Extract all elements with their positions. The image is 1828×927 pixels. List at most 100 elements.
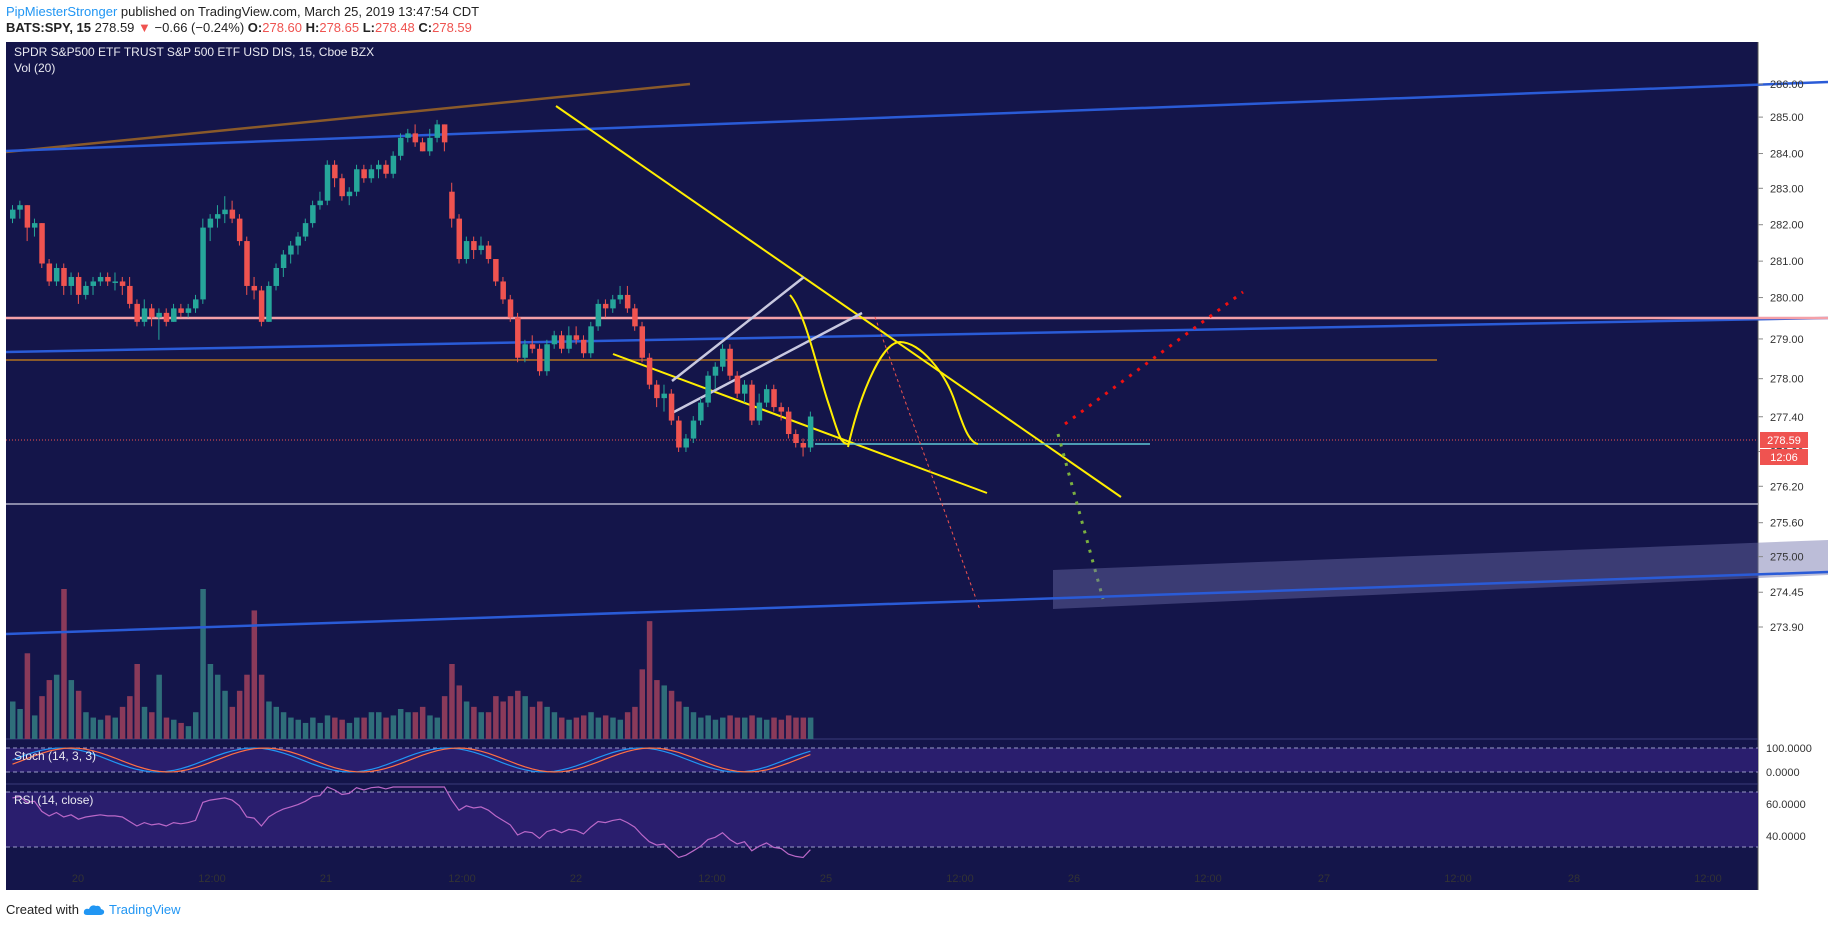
candle <box>522 339 528 363</box>
candle <box>559 330 565 354</box>
candle <box>17 200 23 219</box>
volume-bar <box>149 712 155 739</box>
volume-bar <box>559 717 565 739</box>
time-tick-label: 12:00 <box>698 873 726 885</box>
candle <box>588 321 594 358</box>
candle <box>10 205 16 224</box>
volume-bar <box>427 715 433 739</box>
candle <box>712 362 719 390</box>
indicator-tick-label: 60.0000 <box>1766 799 1806 811</box>
price-chart[interactable]: SPDR S&P500 ETF TRUST S&P 500 ETF USD DI… <box>0 42 1828 892</box>
candle <box>112 272 118 291</box>
volume-bar <box>763 719 770 739</box>
author-link[interactable]: PipMiesterStronger <box>6 4 118 19</box>
volume-bar <box>778 719 785 739</box>
volume-bar <box>507 696 514 739</box>
candle <box>310 200 316 228</box>
candle <box>193 294 199 313</box>
price-tick-label: 286.00 <box>1770 79 1804 91</box>
volume-bar <box>302 722 309 739</box>
last-price-badge <box>1760 432 1808 448</box>
candle <box>39 223 45 268</box>
candle <box>273 263 280 291</box>
volume-bar <box>332 717 338 739</box>
volume-bar <box>683 706 689 739</box>
candle <box>500 276 506 304</box>
candle <box>97 272 104 286</box>
volume-bar <box>756 717 763 739</box>
left-curve <box>789 294 849 445</box>
volume-bar <box>244 674 250 739</box>
candle <box>163 308 170 327</box>
volume-bar <box>383 717 389 739</box>
time-tick-label: 12:00 <box>1194 873 1222 885</box>
candle <box>236 214 243 246</box>
candle <box>690 416 697 444</box>
time-tick-label: 20 <box>72 873 84 885</box>
candle <box>397 133 404 161</box>
tradingview-link[interactable]: TradingView <box>108 902 181 917</box>
volume-bar <box>690 712 697 739</box>
volume-bar <box>200 589 206 739</box>
volume-bar <box>624 712 631 739</box>
price-tick-labels: 286.00 285.00 284.00 283.00 282.00 281.00 280.… <box>1758 79 1804 634</box>
price-tick-label: 279.00 <box>1770 334 1804 346</box>
volume-bar <box>339 719 345 739</box>
volume-bar <box>500 701 506 739</box>
candle <box>654 380 660 408</box>
candle <box>354 164 360 197</box>
candle <box>317 191 323 210</box>
candle <box>463 236 470 264</box>
price-tick-label: 280.00 <box>1770 293 1804 305</box>
candle <box>471 236 477 260</box>
candle <box>537 344 543 376</box>
candle <box>376 160 382 179</box>
price-change: −0.66 (−0.24%) <box>154 20 245 35</box>
volume-bar <box>119 706 126 739</box>
candle <box>515 312 521 363</box>
rsi-band <box>6 792 1758 847</box>
close-label: C: <box>418 20 433 35</box>
volume-bars <box>10 589 814 739</box>
candle <box>390 151 397 179</box>
candle <box>346 187 353 206</box>
candle <box>493 259 499 286</box>
price-scale[interactable] <box>1758 42 1828 890</box>
volume-bar <box>280 712 287 739</box>
candle <box>749 380 755 426</box>
volume-bar <box>727 715 733 739</box>
candle <box>90 276 97 295</box>
price-tick-label: 284.00 <box>1770 149 1804 161</box>
low-label: L: <box>362 20 376 35</box>
candle <box>734 371 741 399</box>
volume-bar <box>573 717 580 739</box>
candle <box>24 205 31 242</box>
candle <box>544 339 550 376</box>
time-tick-label: 12:00 <box>1694 873 1722 885</box>
candle <box>339 173 345 201</box>
right-curve <box>847 340 979 448</box>
volume-bar <box>639 669 646 739</box>
candle <box>763 384 770 408</box>
indicator-tick-label: 100.0000 <box>1766 743 1812 755</box>
upper-brown-trendline <box>5 82 691 154</box>
candle <box>156 308 162 340</box>
volume-bar <box>712 719 719 739</box>
volume-bar <box>112 717 118 739</box>
volume-bar <box>529 706 536 739</box>
drawings <box>5 80 1828 636</box>
candle <box>251 276 258 300</box>
candle <box>61 263 67 295</box>
volume-bar <box>354 717 360 739</box>
volume-bar <box>141 706 148 739</box>
volume-bar <box>617 719 624 739</box>
volume-bar <box>668 690 675 739</box>
volume-bar <box>68 680 75 739</box>
candle <box>127 276 133 309</box>
candle <box>646 353 653 390</box>
volume-bar <box>742 717 748 739</box>
candle <box>441 124 448 152</box>
indicator-tick-label: 40.0000 <box>1766 831 1806 843</box>
volume-bar <box>31 715 38 739</box>
candle <box>771 384 777 412</box>
